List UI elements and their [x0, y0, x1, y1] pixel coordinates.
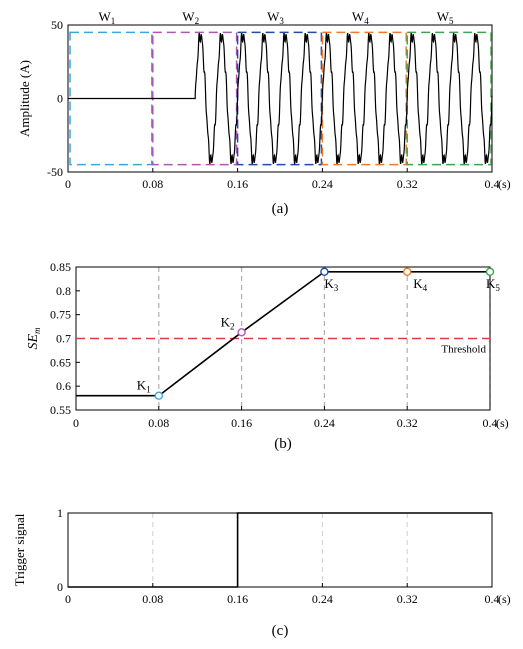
x-tick-label: 0.4 [485, 177, 500, 191]
x-tick-label: 0.08 [148, 416, 169, 430]
y-tick-label: 0.85 [50, 260, 71, 274]
marker-label: K3 [324, 276, 338, 293]
window-label: W5 [437, 9, 454, 26]
marker-k5 [485, 267, 495, 276]
y-tick-label: 0 [57, 92, 63, 106]
threshold-label: Threshold [441, 344, 486, 356]
window-label: W2 [182, 9, 199, 26]
panel-c: 0 0.08 0.16 0.24 0.32 0.4(s) 0 1 Trigger signal (… [12, 506, 511, 639]
y-tick-label: 1 [57, 506, 63, 520]
x-tick-label: 0.4 [483, 416, 498, 430]
x-tick-label: 0 [65, 177, 71, 191]
y-tick-label: -50 [47, 165, 63, 179]
signal-line [68, 32, 493, 165]
x-tick-label: 0.08 [142, 592, 163, 606]
panel-label: (c) [272, 623, 289, 639]
panel-label: (b) [274, 436, 292, 452]
y-axis-label: Amplitude (A) [17, 60, 32, 137]
y-tick-label: 0.65 [50, 355, 71, 369]
y-axis-label: SEm [26, 327, 42, 350]
y-tick-label: 0 [57, 580, 63, 594]
x-tick-label: 0 [65, 592, 71, 606]
marker-label: K5 [486, 276, 500, 293]
x-tick-label: 0.16 [227, 177, 248, 191]
marker-k2 [237, 328, 246, 337]
y-tick-label: 0.75 [50, 308, 71, 322]
marker-k3 [320, 267, 329, 276]
marker-label: K2 [221, 314, 235, 331]
x-tick-label: 0 [73, 416, 79, 430]
x-tick-label: 0.32 [397, 416, 418, 430]
x-tick-label: 0.24 [314, 416, 335, 430]
panel-b: 0 0.08 0.16 0.24 0.32 0.4(s) 0.55 0.6 0.65 0.7 0.7… [26, 260, 509, 452]
marker-k1 [154, 391, 164, 400]
y-tick-label: 0.6 [56, 379, 71, 393]
y-axis-label: Trigger signal [12, 513, 27, 586]
x-unit-label: (s) [496, 416, 509, 430]
axes-box [67, 512, 493, 588]
x-tick-label: 0.16 [227, 592, 248, 606]
panel-label: (a) [272, 201, 289, 217]
marker-label: K1 [137, 378, 151, 395]
x-unit-label: (s) [498, 177, 511, 191]
window-label: W4 [352, 9, 369, 26]
se-line [76, 270, 490, 397]
trigger-line [68, 512, 492, 588]
x-tick-label: 0.16 [231, 416, 252, 430]
x-unit-label: (s) [498, 592, 511, 606]
window-label: W1 [99, 9, 116, 26]
x-tick-label: 0.32 [397, 592, 418, 606]
x-tick-label: 0.24 [312, 177, 333, 191]
marker-label: K4 [413, 276, 427, 293]
x-tick-label: 0.24 [312, 592, 333, 606]
x-tick-label: 0.08 [142, 177, 163, 191]
window-label: W3 [267, 9, 284, 26]
y-tick-label: 0.8 [56, 284, 71, 298]
y-tick-label: 0.55 [50, 403, 71, 417]
x-tick-label: 0.32 [397, 177, 418, 191]
y-tick-label: 50 [51, 18, 63, 32]
y-tick-label: 0.7 [56, 332, 71, 346]
x-tick-label: 0.4 [485, 592, 500, 606]
marker-k4 [403, 267, 412, 276]
